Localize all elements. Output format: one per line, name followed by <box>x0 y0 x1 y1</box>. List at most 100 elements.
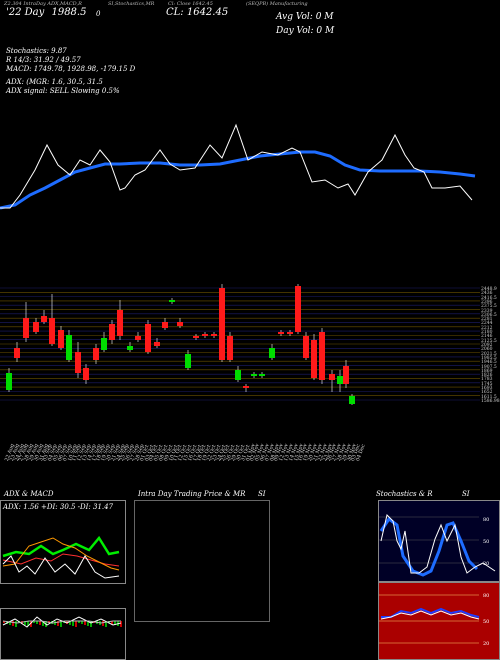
rsi-tick-50: 50 <box>483 619 489 625</box>
macd-bar <box>15 621 17 627</box>
price-level-label: 2448.9 <box>481 287 497 292</box>
candle <box>337 376 343 384</box>
price-level-label: 2021.5 <box>481 351 497 357</box>
candle <box>6 373 12 390</box>
price-level-label: 2060 <box>481 347 493 353</box>
rsi-white-line <box>380 610 480 620</box>
intraday-title: Intra Day Trading Price & MR <box>138 490 246 498</box>
candle <box>227 336 233 360</box>
price-level-label: 2180 <box>481 330 493 336</box>
macd-bar <box>36 621 38 624</box>
candle <box>193 336 199 338</box>
day-label: '22 Day 1988.5 <box>6 7 87 18</box>
adx-value: ADX: (MGR: 1.6, 30.5, 31.5 <box>6 78 103 86</box>
candle <box>243 386 249 388</box>
macd-lines <box>2 616 122 628</box>
candle <box>135 336 141 340</box>
price-level-label: 1869 <box>481 368 493 374</box>
macd-panel <box>0 608 126 660</box>
price-level-label: 2146 <box>481 334 493 340</box>
price-level-label: 1946.5 <box>481 360 497 366</box>
candle <box>93 348 99 360</box>
price-level-label: 2339 <box>481 308 493 314</box>
candle <box>169 300 175 302</box>
adx-lines <box>2 535 120 579</box>
avg-volume: Avg Vol: 0 M <box>276 12 334 22</box>
macd-bar <box>69 621 71 625</box>
candle <box>49 318 55 344</box>
macd-bar <box>72 621 74 626</box>
price-level-label: 1783 <box>481 377 493 383</box>
candle <box>58 330 64 348</box>
macd-bar <box>39 621 41 625</box>
macd-bar <box>111 621 113 624</box>
price-level-label: 2244 <box>481 321 493 327</box>
candle <box>295 286 301 332</box>
stochastics-title: Stochastics & R <box>376 490 433 498</box>
candle <box>101 338 107 350</box>
price-level-label: 1652 <box>481 390 493 396</box>
macd-bar <box>27 621 29 626</box>
candle <box>251 374 257 376</box>
price-level-lines <box>0 287 480 401</box>
candle <box>185 354 191 368</box>
candle <box>127 346 133 350</box>
macd-bar <box>24 621 26 625</box>
adx-red-line <box>2 553 120 567</box>
price-level-label: 1693 <box>481 386 493 392</box>
price-level-label: 1611.5 <box>481 394 497 400</box>
adx-signal: ADX signal: SELL Slowing 0.5% <box>6 87 120 95</box>
candle <box>343 366 349 384</box>
day-volume: Day Vol: 0 M <box>276 26 335 36</box>
macd-bar <box>75 621 77 627</box>
adx-green-line <box>2 535 120 558</box>
macd-bar <box>120 621 122 627</box>
stochastic-d-line <box>379 516 479 577</box>
rsi-tick-20: 20 <box>483 641 489 647</box>
candle <box>219 288 225 360</box>
candle <box>278 332 284 334</box>
candle <box>117 310 123 336</box>
macd-bar <box>114 621 116 625</box>
price-line-chart <box>0 123 476 210</box>
price-level-label: 1586.98 <box>481 399 500 404</box>
stochastic-tick-20: 20 <box>483 561 489 567</box>
price-level-label: 2375.5 <box>481 304 497 310</box>
header-tiny-3: Cl: Close 1642.45 <box>168 1 213 7</box>
macd-bar <box>3 621 5 623</box>
macd-bar <box>12 621 14 626</box>
rsi-line <box>381 607 480 618</box>
macd-value: MACD: 1749.78, 1928.98, -179.15 D <box>6 65 136 73</box>
day-extra: 0 <box>96 10 101 18</box>
candles <box>6 284 355 405</box>
rsi-tick-80: 80 <box>483 593 489 599</box>
candle <box>145 324 151 352</box>
price-line <box>0 123 473 209</box>
adx-white-line <box>2 555 120 579</box>
macd-bar <box>87 621 89 626</box>
candle <box>311 340 317 378</box>
rsi-value: R 14/3: 31.92 / 49.57 <box>6 56 81 64</box>
stochastics-lines: 80 50 20 <box>379 514 496 577</box>
candle <box>75 352 81 373</box>
header-tiny-1: Z2.304 IntraDay ADX,MACD,R <box>4 1 82 7</box>
adx-orange-line <box>2 537 120 571</box>
header-tiny-4: (SEQPB) Manufacturing <box>246 1 308 7</box>
intraday-si: SI <box>258 490 266 498</box>
price-level-label: 2125.5 <box>481 338 497 344</box>
macd-bar <box>57 621 59 626</box>
macd-bar <box>9 621 11 625</box>
candle <box>303 336 309 358</box>
macd-bar <box>78 621 80 623</box>
candle <box>33 322 39 332</box>
candle <box>41 316 47 322</box>
price-level-label: 2416.5 <box>481 295 497 301</box>
price-level-label: 1826 <box>481 373 493 379</box>
candle <box>259 374 265 376</box>
stochastics-value: Stochastics: 9.87 <box>6 47 67 55</box>
macd-bar <box>33 621 35 623</box>
price-level-label: 2306.5 <box>481 312 497 318</box>
macd-bar <box>81 621 83 624</box>
candle <box>154 342 160 346</box>
candle <box>235 370 241 380</box>
